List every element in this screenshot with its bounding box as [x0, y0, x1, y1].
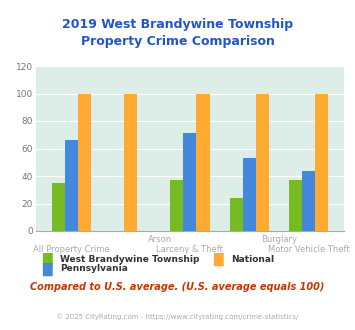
Text: Property Crime Comparison: Property Crime Comparison: [81, 35, 274, 48]
Text: Burglary: Burglary: [261, 235, 297, 244]
Text: █: █: [213, 252, 223, 266]
Text: © 2025 CityRating.com - https://www.cityrating.com/crime-statistics/: © 2025 CityRating.com - https://www.city…: [56, 314, 299, 320]
Text: 2019 West Brandywine Township: 2019 West Brandywine Township: [62, 18, 293, 31]
Text: Larceny & Theft: Larceny & Theft: [157, 245, 223, 254]
Text: █: █: [43, 252, 52, 266]
Bar: [315, 93, 328, 231]
Bar: [51, 183, 65, 231]
Text: Motor Vehicle Theft: Motor Vehicle Theft: [268, 245, 350, 254]
Text: West Brandywine Township: West Brandywine Township: [60, 254, 200, 264]
Bar: [289, 180, 302, 231]
Bar: [78, 93, 91, 231]
Bar: [256, 93, 269, 231]
Bar: [65, 140, 78, 231]
Text: National: National: [231, 254, 274, 264]
Bar: [170, 180, 184, 231]
Bar: [230, 198, 243, 231]
Text: █: █: [43, 262, 52, 276]
Text: Compared to U.S. average. (U.S. average equals 100): Compared to U.S. average. (U.S. average …: [30, 282, 325, 292]
Bar: [184, 133, 196, 231]
Bar: [124, 93, 137, 231]
Text: Arson: Arson: [148, 235, 172, 244]
Text: All Property Crime: All Property Crime: [33, 245, 109, 254]
Bar: [302, 171, 315, 231]
Text: Pennsylvania: Pennsylvania: [60, 264, 128, 274]
Bar: [243, 158, 256, 231]
Bar: [196, 93, 209, 231]
